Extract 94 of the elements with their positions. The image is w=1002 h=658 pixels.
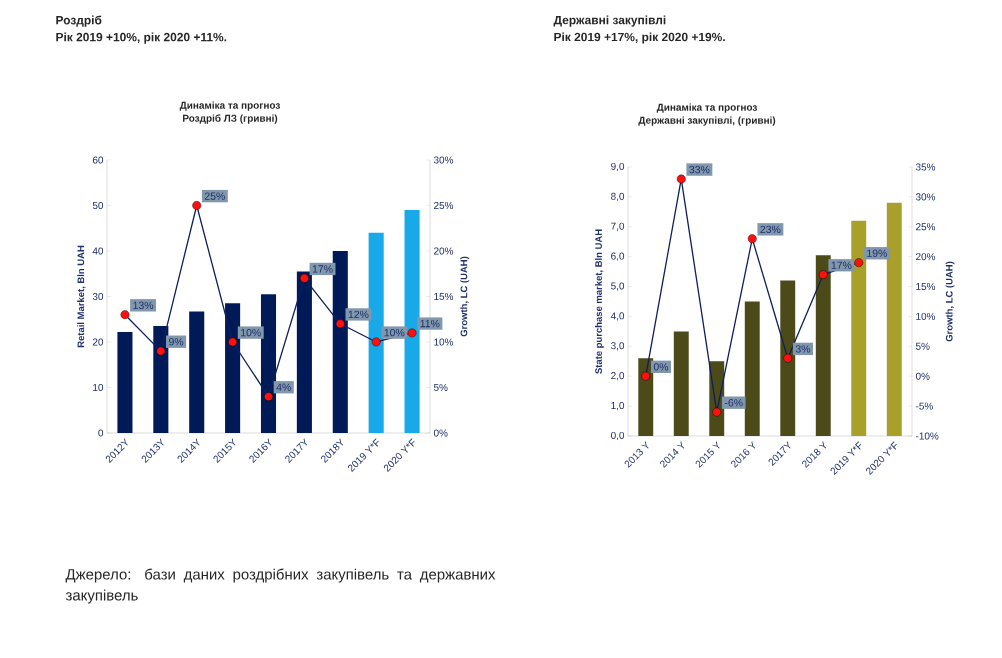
y-tick-label: 7,0 (611, 222, 625, 231)
data-label: 12% (348, 310, 369, 319)
data-label: 33% (689, 165, 710, 174)
point (818, 270, 828, 279)
point (192, 201, 202, 210)
point (747, 234, 757, 244)
data-label: 17% (312, 265, 333, 273)
y2-tick-label: 35% (915, 163, 936, 171)
y-tick-label: 2,0 (611, 372, 625, 381)
data-label: 19% (867, 249, 887, 257)
y-tick-label: 10 (93, 383, 104, 392)
bar (815, 255, 831, 436)
point (712, 407, 722, 417)
point (335, 319, 345, 329)
data-label: 4% (276, 383, 291, 391)
y-tick-label: 1,0 (611, 401, 625, 411)
bar (153, 326, 169, 433)
y2-tick-label: 0% (433, 429, 448, 437)
y2-tick-label: 15% (434, 292, 454, 300)
y2-tick-label: 30% (915, 193, 936, 201)
bar (189, 311, 205, 433)
chart-subtitle: Рік 2019 +17%, рік 2020 +19%. (554, 32, 725, 44)
y2-tick-label: 5% (915, 342, 930, 350)
y2-axis-title: Growth, LC (UAH) (945, 261, 955, 342)
point (854, 258, 864, 268)
y2-tick-label: 30% (433, 156, 454, 164)
y-tick-label: 4,0 (610, 312, 625, 321)
bar (673, 331, 689, 436)
y2-axis-title: Growth, LC (UAH) (460, 256, 470, 337)
bar (744, 301, 760, 436)
chart-title: Державні закупівлі (553, 15, 666, 27)
text: Джерело: бази даних роздрібних закупівель та державних закупівель (65, 568, 496, 604)
y2-tick-label: 25% (916, 223, 936, 231)
y-tick-label: 60 (92, 156, 104, 164)
y-tick-label: 0 (98, 429, 104, 437)
y2-tick-label: -10% (915, 432, 939, 440)
point (783, 353, 793, 363)
bar (780, 280, 796, 436)
point (228, 337, 237, 347)
point (371, 337, 381, 347)
bar (332, 250, 348, 433)
bar (404, 210, 420, 433)
bar (117, 331, 133, 433)
bar (296, 271, 312, 433)
text: Роздріб ЛЗ (гривні) (183, 114, 278, 124)
data-label: -6% (724, 399, 743, 407)
data-label: 11% (420, 319, 440, 328)
data-label: 9% (168, 338, 184, 346)
chart-title: Роздріб (56, 15, 102, 27)
bar (886, 202, 902, 436)
y-tick-label: 20 (92, 338, 104, 346)
y2-tick-label: 10% (434, 338, 454, 346)
y2-tick-label: 0% (915, 372, 930, 380)
y-tick-label: 50 (92, 201, 104, 210)
point (407, 328, 417, 338)
point (156, 346, 166, 356)
y-tick-label: 30 (92, 292, 104, 301)
data-label: 23% (760, 225, 781, 234)
y-axis-title: Retail Market, Bln UAH (77, 245, 86, 348)
y2-tick-label: 20% (916, 253, 936, 261)
y2-tick-label: -5% (915, 402, 933, 410)
point (300, 273, 309, 283)
y-axis-title: State purchase market, Bln UAH (594, 229, 604, 374)
point (264, 392, 273, 401)
y-tick-label: 6,0 (611, 252, 625, 261)
y2-tick-label: 25% (434, 201, 454, 210)
data-label: 10% (241, 328, 261, 337)
chart-subtitle: Рік 2019 +10%, рік 2020 +11%. (56, 32, 227, 44)
data-label: 25% (204, 192, 225, 200)
point (120, 310, 130, 320)
text: Динаміка та прогноз (179, 101, 281, 111)
data-label: 3% (795, 345, 811, 353)
y2-tick-label: 15% (916, 283, 936, 291)
data-label: 0% (653, 363, 669, 371)
data-label: 17% (831, 261, 852, 269)
y2-tick-label: 10% (916, 312, 936, 320)
y-tick-label: 3,0 (611, 342, 625, 351)
data-label: 10% (384, 328, 405, 337)
bar (260, 294, 277, 433)
y-tick-label: 5,0 (611, 282, 625, 291)
y-tick-label: 8,0 (611, 192, 625, 201)
text: Державні закупівлі, (гривні) (638, 116, 776, 126)
point (676, 174, 686, 184)
y-tick-label: 0,0 (611, 431, 625, 441)
bar (368, 232, 384, 433)
bar (225, 303, 241, 433)
y2-tick-label: 20% (434, 247, 454, 255)
text: Динаміка та прогноз (656, 103, 758, 113)
y-tick-label: 9,0 (611, 162, 625, 172)
y-tick-label: 40 (92, 247, 104, 255)
point (641, 371, 651, 381)
y2-tick-label: 5% (433, 383, 448, 391)
data-label: 13% (133, 301, 154, 310)
bar (851, 220, 867, 436)
